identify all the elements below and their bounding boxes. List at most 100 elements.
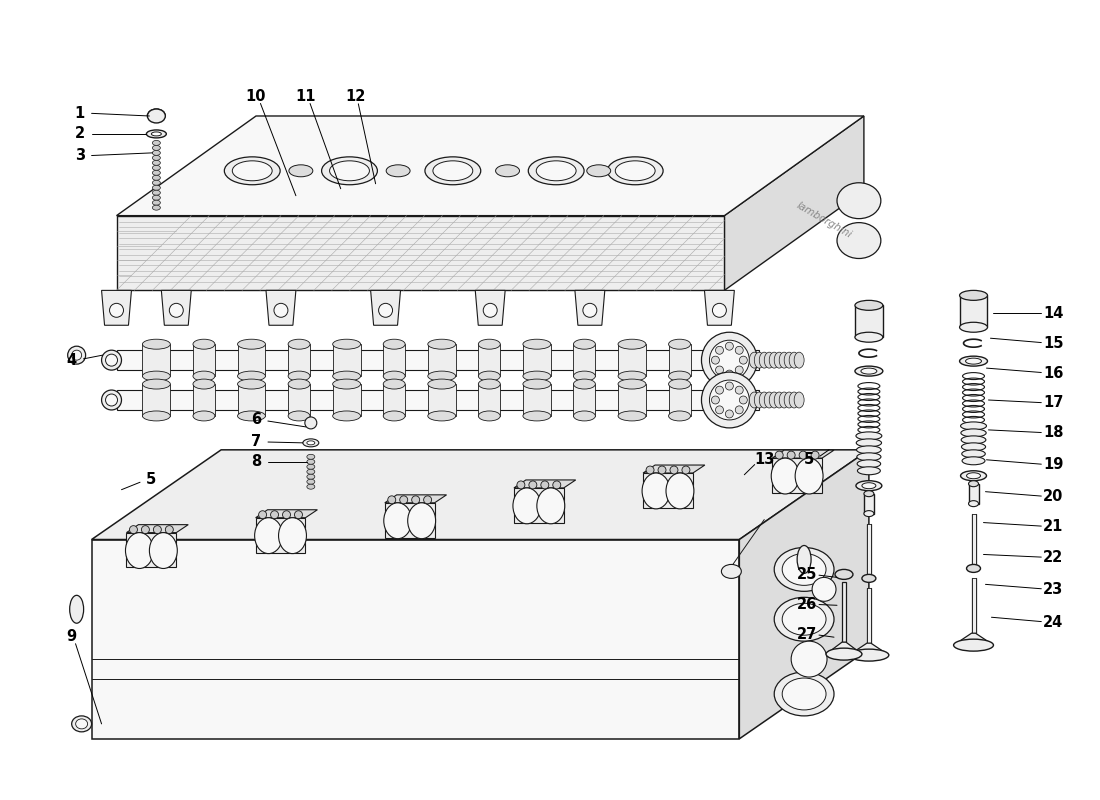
Ellipse shape [146,130,166,138]
Ellipse shape [142,339,170,349]
Ellipse shape [305,417,317,429]
Ellipse shape [715,346,724,354]
Ellipse shape [960,470,987,481]
Bar [864,494,873,514]
FancyBboxPatch shape [321,651,383,712]
Ellipse shape [959,356,988,366]
Ellipse shape [483,303,497,318]
Text: 2: 2 [75,126,85,142]
Text: 10: 10 [245,89,266,103]
FancyBboxPatch shape [116,651,177,712]
Polygon shape [126,533,176,567]
Ellipse shape [669,411,691,421]
Ellipse shape [710,380,749,420]
Ellipse shape [960,422,987,430]
Ellipse shape [607,157,663,185]
Ellipse shape [428,339,455,349]
Ellipse shape [856,439,881,447]
Text: 14: 14 [1043,306,1064,321]
Ellipse shape [424,496,431,504]
Ellipse shape [288,371,310,381]
Ellipse shape [522,379,551,389]
Ellipse shape [147,109,165,123]
Polygon shape [739,450,869,739]
Bar [968,484,979,504]
Ellipse shape [774,547,834,591]
Polygon shape [255,518,306,553]
Polygon shape [117,390,759,410]
Polygon shape [522,344,551,376]
Polygon shape [573,344,595,376]
Ellipse shape [682,466,690,474]
Ellipse shape [669,339,691,349]
Ellipse shape [855,300,883,310]
FancyBboxPatch shape [429,657,480,706]
Ellipse shape [573,379,595,389]
Ellipse shape [288,339,310,349]
Polygon shape [383,344,405,376]
Ellipse shape [646,466,654,474]
Ellipse shape [855,366,883,376]
Ellipse shape [826,648,862,660]
Polygon shape [255,510,318,518]
Ellipse shape [961,429,987,437]
Ellipse shape [76,719,88,729]
Polygon shape [101,290,132,326]
Ellipse shape [68,346,86,364]
FancyBboxPatch shape [121,657,172,706]
Ellipse shape [811,451,819,459]
Polygon shape [385,503,435,538]
Polygon shape [117,350,759,370]
Bar [971,578,976,633]
Ellipse shape [725,410,734,418]
Polygon shape [385,495,447,503]
Polygon shape [618,384,646,416]
Polygon shape [826,642,862,654]
Ellipse shape [959,322,988,332]
Ellipse shape [966,358,981,364]
Ellipse shape [961,450,986,458]
Ellipse shape [857,453,881,461]
Polygon shape [954,633,993,645]
Ellipse shape [789,352,799,368]
Ellipse shape [739,396,747,404]
Ellipse shape [478,379,500,389]
Bar [959,295,988,327]
Ellipse shape [794,352,804,368]
Ellipse shape [798,546,811,574]
Polygon shape [514,488,564,522]
Ellipse shape [864,510,873,517]
Polygon shape [371,290,400,326]
Text: 27: 27 [798,626,817,642]
Ellipse shape [615,161,656,181]
Ellipse shape [837,222,881,258]
Ellipse shape [142,371,170,381]
Ellipse shape [383,339,405,349]
Ellipse shape [411,496,420,504]
FancyBboxPatch shape [224,657,274,706]
Ellipse shape [669,371,691,381]
Ellipse shape [153,166,161,170]
Ellipse shape [735,386,744,394]
Ellipse shape [106,394,118,406]
Text: 23: 23 [1043,582,1064,597]
Ellipse shape [332,411,361,421]
Ellipse shape [856,432,882,440]
Ellipse shape [784,392,794,408]
Ellipse shape [755,352,764,368]
Ellipse shape [522,339,551,349]
Text: 11: 11 [296,89,316,103]
Ellipse shape [774,392,784,408]
Ellipse shape [857,446,881,454]
Ellipse shape [749,392,759,408]
Ellipse shape [735,366,744,374]
Ellipse shape [433,161,473,181]
Ellipse shape [125,533,153,569]
Polygon shape [142,384,170,416]
Ellipse shape [224,157,280,185]
Ellipse shape [378,303,393,318]
Ellipse shape [307,454,315,459]
Ellipse shape [782,678,826,710]
Ellipse shape [749,352,759,368]
Ellipse shape [782,554,826,586]
